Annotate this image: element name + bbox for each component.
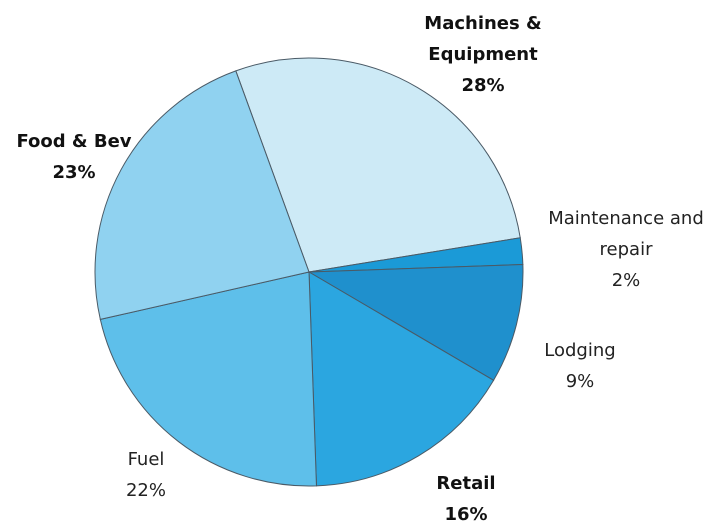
value-label: 9%: [565, 371, 595, 392]
slice-label: Fuel 22%: [91, 444, 201, 506]
pie-slice: [99, 271, 317, 487]
slice-label: Machines & Equipment 28%: [408, 8, 558, 101]
value-label: 28%: [461, 75, 505, 96]
value-label: 2%: [611, 270, 641, 291]
category-label: Fuel: [127, 449, 165, 470]
category-label: Machines & Equipment: [424, 13, 542, 65]
value-label: 16%: [444, 504, 488, 525]
value-label: 22%: [125, 480, 166, 501]
slice-label: Lodging 9%: [525, 335, 635, 397]
pie-slice: [94, 70, 310, 321]
category-label: Lodging: [544, 340, 616, 361]
category-label: Food & Bev: [16, 131, 132, 152]
pie-slice: [235, 57, 521, 273]
slice-label: Food & Bev 23%: [0, 126, 149, 188]
pie-slice: [307, 264, 524, 381]
category-label: Retail: [436, 473, 496, 494]
value-label: 23%: [52, 162, 96, 183]
slice-label: Retail 16%: [411, 468, 521, 530]
slice-label: Maintenance and repair 2%: [546, 203, 704, 296]
pie-slice: [308, 271, 495, 487]
category-label: Maintenance and repair: [548, 208, 704, 260]
